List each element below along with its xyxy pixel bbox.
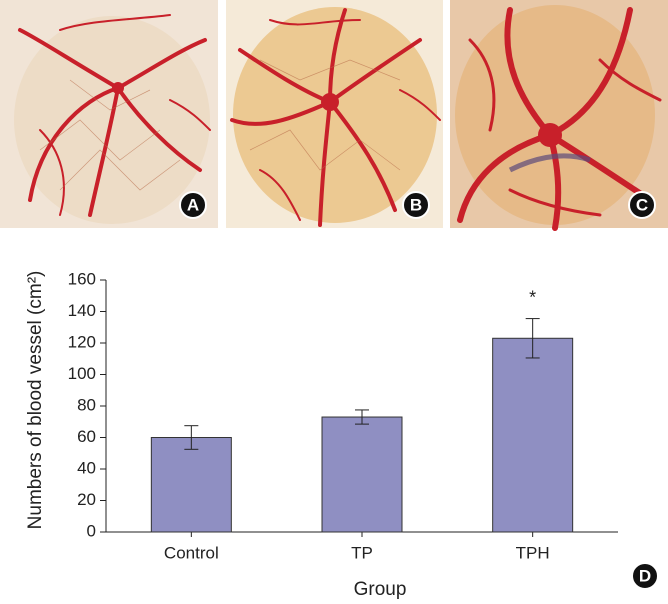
error-bar <box>184 425 199 450</box>
y-tick-label: 0 <box>87 521 96 540</box>
y-tick-label: 60 <box>77 427 96 446</box>
y-tick-label: 100 <box>68 364 96 383</box>
y-tick-label: 160 <box>68 269 96 288</box>
panel-label: C <box>636 195 648 214</box>
y-tick-label: 120 <box>68 332 96 351</box>
panel-label: A <box>187 195 199 214</box>
x-axis-label: Group <box>354 579 407 600</box>
bar <box>150 437 232 533</box>
x-tick-label: TPH <box>516 543 550 562</box>
panel-label: B <box>410 195 422 214</box>
error-bar <box>355 409 369 425</box>
annotation: * <box>529 287 536 307</box>
photo-c <box>450 0 668 231</box>
panel-badge <box>179 191 207 219</box>
y-tick-label: 40 <box>77 458 96 477</box>
bar <box>492 337 574 533</box>
y-tick-label: 80 <box>77 395 96 414</box>
photo-b <box>226 0 443 228</box>
y-axis-label: Numbers of blood vessel (cm²) <box>25 271 46 530</box>
y-tick-label: 20 <box>77 490 96 509</box>
photo-a <box>0 0 218 228</box>
panel-label: D <box>639 566 651 585</box>
panel-badge <box>631 562 659 590</box>
y-tick-label: 140 <box>68 301 96 320</box>
error-bar <box>525 318 540 359</box>
x-tick-label: Control <box>164 543 219 562</box>
x-tick-label: TP <box>351 543 373 562</box>
bar-chart: Numbers of blood vessel (cm²) Group <box>25 271 406 600</box>
panel-badge <box>402 191 430 219</box>
bar <box>321 416 403 533</box>
panel-badge <box>628 191 656 219</box>
